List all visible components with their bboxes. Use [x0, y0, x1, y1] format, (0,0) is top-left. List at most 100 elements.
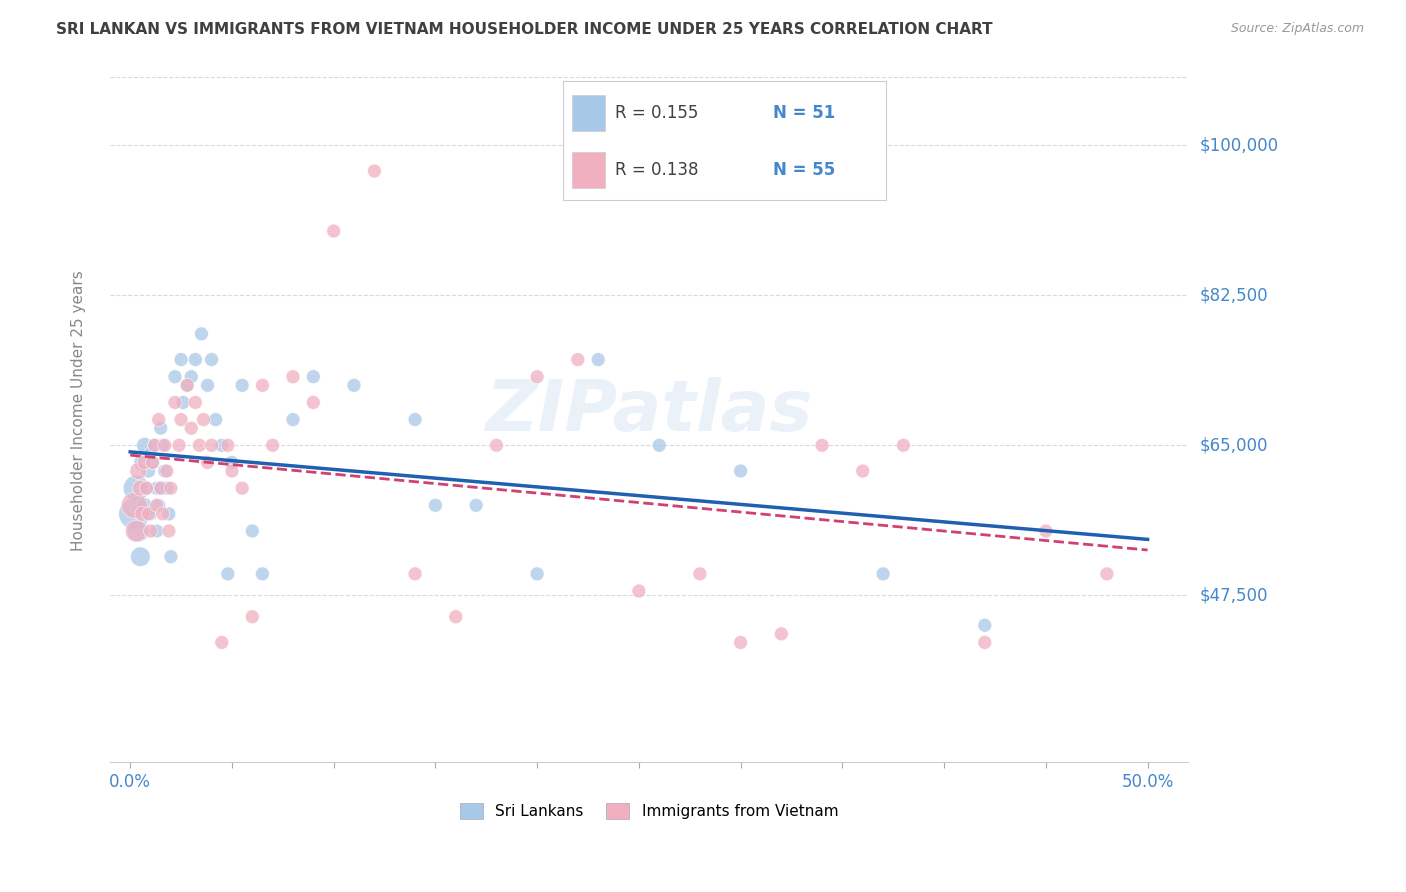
- Point: [157, 507, 180, 521]
- Point: [184, 395, 207, 409]
- Point: [145, 481, 167, 495]
- Point: [363, 164, 385, 178]
- Point: [217, 438, 239, 452]
- Point: [152, 507, 174, 521]
- Point: [125, 524, 148, 538]
- Point: [770, 627, 793, 641]
- Point: [281, 369, 304, 384]
- Y-axis label: Householder Income Under 25 years: Householder Income Under 25 years: [72, 270, 86, 551]
- Point: [170, 412, 193, 426]
- Point: [689, 566, 711, 581]
- Point: [567, 352, 589, 367]
- Point: [139, 507, 162, 521]
- Point: [127, 464, 149, 478]
- Point: [973, 635, 995, 649]
- Point: [586, 352, 609, 367]
- Point: [156, 481, 179, 495]
- Point: [142, 455, 165, 469]
- Point: [131, 507, 153, 521]
- Point: [526, 369, 548, 384]
- Point: [193, 412, 215, 426]
- Point: [184, 352, 207, 367]
- Point: [240, 524, 263, 538]
- Point: [167, 438, 190, 452]
- Point: [262, 438, 284, 452]
- Legend: Sri Lankans, Immigrants from Vietnam: Sri Lankans, Immigrants from Vietnam: [454, 797, 844, 825]
- Point: [211, 438, 233, 452]
- Text: $47,500: $47,500: [1199, 586, 1268, 604]
- Point: [221, 455, 243, 469]
- Point: [343, 378, 366, 392]
- Point: [204, 412, 226, 426]
- Point: [811, 438, 834, 452]
- Point: [852, 464, 875, 478]
- Point: [180, 421, 202, 435]
- Point: [153, 464, 176, 478]
- Point: [134, 438, 156, 452]
- Point: [163, 395, 186, 409]
- Point: [211, 635, 233, 649]
- Text: SRI LANKAN VS IMMIGRANTS FROM VIETNAM HOUSEHOLDER INCOME UNDER 25 YEARS CORRELAT: SRI LANKAN VS IMMIGRANTS FROM VIETNAM HO…: [56, 22, 993, 37]
- Point: [444, 609, 467, 624]
- Point: [145, 498, 167, 512]
- Point: [134, 455, 156, 469]
- Point: [157, 524, 180, 538]
- Point: [465, 498, 488, 512]
- Text: ZIPatlas: ZIPatlas: [485, 376, 813, 445]
- Point: [139, 447, 162, 461]
- Point: [1095, 566, 1118, 581]
- Point: [197, 378, 219, 392]
- Point: [240, 609, 263, 624]
- Point: [231, 481, 253, 495]
- Point: [973, 618, 995, 632]
- Text: $65,000: $65,000: [1199, 436, 1268, 454]
- Point: [485, 438, 508, 452]
- Point: [627, 584, 650, 599]
- Text: $100,000: $100,000: [1199, 136, 1278, 154]
- Point: [129, 549, 152, 564]
- Point: [145, 524, 167, 538]
- Point: [143, 438, 166, 452]
- Point: [404, 566, 426, 581]
- Point: [180, 369, 202, 384]
- Point: [197, 455, 219, 469]
- Point: [163, 369, 186, 384]
- Point: [425, 498, 447, 512]
- Point: [149, 481, 172, 495]
- Point: [302, 369, 325, 384]
- Point: [526, 566, 548, 581]
- Point: [138, 464, 160, 478]
- Point: [149, 481, 172, 495]
- Point: [152, 438, 174, 452]
- Text: $82,500: $82,500: [1199, 286, 1268, 304]
- Point: [149, 421, 172, 435]
- Point: [231, 378, 253, 392]
- Point: [127, 524, 149, 538]
- Text: Source: ZipAtlas.com: Source: ZipAtlas.com: [1230, 22, 1364, 36]
- Point: [176, 378, 198, 392]
- Point: [302, 395, 325, 409]
- Point: [252, 378, 274, 392]
- Point: [134, 498, 156, 512]
- Point: [872, 566, 894, 581]
- Point: [730, 464, 752, 478]
- Point: [153, 438, 176, 452]
- Point: [190, 326, 212, 341]
- Point: [148, 498, 170, 512]
- Point: [143, 438, 166, 452]
- Point: [221, 464, 243, 478]
- Point: [281, 412, 304, 426]
- Point: [138, 507, 160, 521]
- Point: [160, 549, 183, 564]
- Point: [1035, 524, 1057, 538]
- Point: [176, 378, 198, 392]
- Point: [170, 352, 193, 367]
- Point: [172, 395, 194, 409]
- Point: [252, 566, 274, 581]
- Point: [135, 481, 157, 495]
- Point: [122, 498, 145, 512]
- Point: [156, 464, 179, 478]
- Point: [893, 438, 915, 452]
- Point: [148, 412, 170, 426]
- Point: [648, 438, 671, 452]
